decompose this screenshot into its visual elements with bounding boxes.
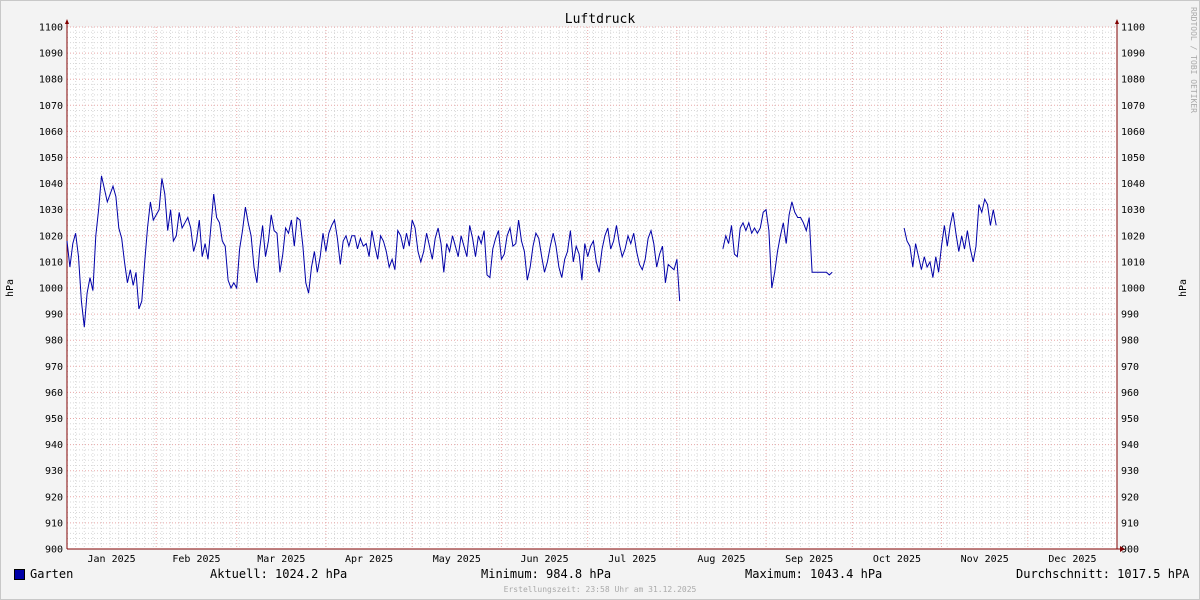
y-tick-label-right: 920 bbox=[1121, 492, 1139, 503]
y-tick-label-right: 950 bbox=[1121, 414, 1139, 425]
series-line-garten bbox=[66, 175, 681, 328]
y-tick-label-left: 1030 bbox=[39, 205, 63, 216]
y-axis-arrow-right bbox=[1115, 19, 1119, 24]
x-tick-label: Aug 2025 bbox=[697, 554, 745, 565]
series-line-garten bbox=[903, 197, 997, 278]
x-tick-label: Mar 2025 bbox=[257, 554, 305, 565]
y-tick-label-left: 900 bbox=[45, 545, 63, 556]
x-tick-label: Apr 2025 bbox=[345, 554, 393, 565]
x-tick-label: Feb 2025 bbox=[172, 554, 220, 565]
x-tick-label: Sep 2025 bbox=[785, 554, 833, 565]
y-tick-label-left: 1040 bbox=[39, 179, 63, 190]
y-tick-label-left: 990 bbox=[45, 310, 63, 321]
y-tick-label-right: 960 bbox=[1121, 388, 1139, 399]
y-tick-label-right: 1040 bbox=[1121, 179, 1145, 190]
y-tick-label-left: 1010 bbox=[39, 257, 63, 268]
y-tick-label-left: 940 bbox=[45, 440, 63, 451]
y-tick-label-right: 1060 bbox=[1121, 127, 1145, 138]
x-tick-label: Dec 2025 bbox=[1048, 554, 1096, 565]
x-tick-label: May 2025 bbox=[433, 554, 481, 565]
stat-maximum: Maximum: 1043.4 hPa bbox=[745, 567, 883, 581]
stat-average: Durchschnitt: 1017.5 hPA bbox=[1016, 567, 1190, 581]
y-tick-label-right: 900 bbox=[1121, 545, 1139, 556]
y-tick-label-left: 1050 bbox=[39, 153, 63, 164]
y-tick-label-right: 1100 bbox=[1121, 23, 1145, 34]
x-axis-arrow bbox=[1120, 546, 1125, 552]
y-tick-label-left: 930 bbox=[45, 466, 63, 477]
rrdtool-watermark: RRDTOOL / TOBI OETIKER bbox=[1189, 7, 1198, 113]
y-tick-label-left: 910 bbox=[45, 518, 63, 529]
y-tick-label-left: 1020 bbox=[39, 231, 63, 242]
y-tick-label-right: 1000 bbox=[1121, 284, 1145, 295]
y-tick-label-right: 910 bbox=[1121, 518, 1139, 529]
y-tick-label-left: 950 bbox=[45, 414, 63, 425]
y-tick-label-left: 1070 bbox=[39, 101, 63, 112]
y-tick-label-left: 980 bbox=[45, 336, 63, 347]
y-tick-label-left: 1090 bbox=[39, 49, 63, 60]
y-tick-label-left: 920 bbox=[45, 492, 63, 503]
created-timestamp: Erstellungszeit: 23:58 Uhr am 31.12.2025 bbox=[503, 585, 697, 594]
y-tick-label-right: 1030 bbox=[1121, 205, 1145, 216]
y-tick-label-left: 1080 bbox=[39, 75, 63, 86]
y-tick-label-left: 960 bbox=[45, 388, 63, 399]
y-tick-label-left: 970 bbox=[45, 362, 63, 373]
stat-current: Aktuell: 1024.2 hPa bbox=[210, 567, 348, 581]
x-tick-label: Jan 2025 bbox=[88, 554, 136, 565]
x-tick-label: Oct 2025 bbox=[873, 554, 921, 565]
y-tick-label-right: 940 bbox=[1121, 440, 1139, 451]
y-axis-label-right: hPa bbox=[1178, 279, 1189, 297]
x-tick-label: Jul 2025 bbox=[608, 554, 656, 565]
y-tick-label-left: 1100 bbox=[39, 23, 63, 34]
x-tick-label: Nov 2025 bbox=[961, 554, 1009, 565]
y-tick-label-right: 930 bbox=[1121, 466, 1139, 477]
y-tick-label-right: 1080 bbox=[1121, 75, 1145, 86]
chart-footer: Garten Aktuell: 1024.2 hPa Minimum: 984.… bbox=[0, 567, 1200, 583]
legend-swatch-garten bbox=[14, 569, 25, 580]
y-tick-label-right: 1010 bbox=[1121, 257, 1145, 268]
y-tick-label-right: 1020 bbox=[1121, 231, 1145, 242]
stat-minimum: Minimum: 984.8 hPa bbox=[481, 567, 612, 581]
legend-label-garten: Garten bbox=[30, 567, 74, 581]
y-tick-label-right: 990 bbox=[1121, 310, 1139, 321]
chart-title: Luftdruck bbox=[565, 12, 636, 27]
y-tick-label-right: 1090 bbox=[1121, 49, 1145, 60]
x-tick-label: Jun 2025 bbox=[520, 554, 568, 565]
y-axis-arrow-left bbox=[65, 19, 69, 24]
y-tick-label-right: 1070 bbox=[1121, 101, 1145, 112]
y-tick-label-right: 970 bbox=[1121, 362, 1139, 373]
y-tick-label-left: 1060 bbox=[39, 127, 63, 138]
y-axis-label-left: hPa bbox=[5, 279, 16, 297]
y-tick-label-left: 1000 bbox=[39, 284, 63, 295]
series-line-garten bbox=[722, 201, 833, 289]
y-tick-label-right: 980 bbox=[1121, 336, 1139, 347]
y-tick-label-right: 1050 bbox=[1121, 153, 1145, 164]
